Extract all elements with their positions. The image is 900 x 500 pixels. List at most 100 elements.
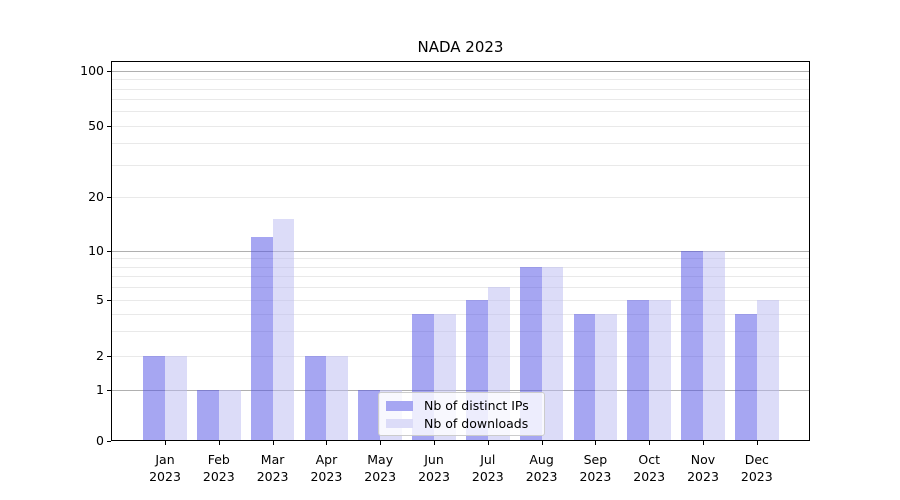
x-tick-year: 2023 <box>364 468 397 484</box>
bar-nov-downloads <box>703 250 725 441</box>
bar-feb-distinct-ips <box>197 390 219 441</box>
x-tick-month: Aug <box>529 452 554 467</box>
minor-gridline <box>111 79 810 81</box>
y-tick-mark <box>107 441 111 442</box>
x-tick-label: Mar 2023 <box>244 452 302 485</box>
x-tick-year: 2023 <box>687 468 719 484</box>
minor-gridline <box>111 300 810 301</box>
x-tick-month: Apr <box>315 452 338 467</box>
x-tick-year: 2023 <box>202 468 235 484</box>
bar-apr-distinct-ips <box>304 355 327 441</box>
legend-row: Nb of distinct IPs <box>379 397 544 414</box>
minor-gridline <box>111 99 810 100</box>
x-tick-mark <box>487 441 489 445</box>
bar-apr-downloads <box>326 355 349 441</box>
x-tick-year: 2023 <box>579 468 612 484</box>
y-tick-mark <box>107 71 111 72</box>
y-tick-mark <box>107 355 111 357</box>
x-tick-year: 2023 <box>525 468 558 484</box>
bar-mar-distinct-ips <box>250 236 273 441</box>
x-tick-mark <box>541 441 543 445</box>
x-tick-label: Jul 2023 <box>459 452 517 485</box>
y-tick-mark <box>107 300 111 301</box>
x-tick-month: Dec <box>744 452 769 467</box>
x-tick-month: Feb <box>207 452 230 467</box>
y-tick-mark <box>107 125 111 127</box>
major-gridline <box>111 71 810 72</box>
x-tick-month: Oct <box>638 452 660 467</box>
legend-label: Nb of distinct IPs <box>424 398 529 413</box>
x-tick-year: 2023 <box>418 468 450 484</box>
y-tick-label: 2 <box>96 347 104 363</box>
bar-jan-distinct-ips <box>143 355 165 441</box>
minor-gridline <box>111 276 810 278</box>
x-tick-month: Sep <box>583 452 608 467</box>
x-tick-month: Jan <box>155 452 175 467</box>
x-tick-year: 2023 <box>633 468 666 484</box>
x-tick-label: Nov 2023 <box>674 452 732 485</box>
minor-gridline <box>111 287 810 288</box>
x-tick-mark <box>380 441 382 445</box>
minor-gridline <box>111 330 810 332</box>
x-tick-mark <box>756 441 758 445</box>
x-tick-mark <box>703 441 704 445</box>
legend-swatch-icon <box>386 418 413 428</box>
y-tick-label: 10 <box>88 242 104 258</box>
x-tick-mark <box>326 441 328 445</box>
minor-gridline <box>111 266 810 268</box>
y-tick-mark <box>107 390 111 391</box>
chart-title: NADA 2023 <box>417 38 504 56</box>
minor-gridline <box>111 197 810 198</box>
major-gridline <box>111 390 810 391</box>
x-tick-label: Aug 2023 <box>513 452 571 485</box>
bar-sep-downloads <box>595 313 618 441</box>
legend-row: Nb of downloads <box>379 415 544 432</box>
minor-gridline <box>111 313 810 315</box>
y-tick-label: 5 <box>96 292 104 307</box>
x-tick-label: Dec 2023 <box>728 452 786 485</box>
bar-aug-downloads <box>541 266 564 441</box>
x-tick-month: May <box>367 452 394 467</box>
minor-gridline <box>111 111 810 113</box>
x-tick-label: Jan 2023 <box>136 452 194 485</box>
legend-swatch-icon <box>386 401 413 411</box>
x-tick-year: 2023 <box>310 468 343 484</box>
x-tick-label: Apr 2023 <box>297 452 355 485</box>
bar-sep-distinct-ips <box>573 313 596 441</box>
bar-feb-downloads <box>218 390 241 441</box>
x-tick-year: 2023 <box>149 468 181 484</box>
bar-dec-distinct-ips <box>735 313 757 441</box>
y-tick-label: 0 <box>96 433 104 448</box>
x-tick-mark <box>649 441 651 445</box>
x-tick-label: Sep 2023 <box>566 452 624 485</box>
x-tick-month: Jun <box>424 452 444 467</box>
x-tick-year: 2023 <box>471 468 504 484</box>
y-tick-label: 20 <box>88 189 104 204</box>
x-tick-month: Nov <box>690 452 716 467</box>
major-gridline <box>111 250 810 252</box>
minor-gridline <box>111 125 810 127</box>
legend: Nb of distinct IPs Nb of downloads <box>378 392 545 436</box>
bar-may-distinct-ips <box>358 390 381 441</box>
minor-gridline <box>111 355 810 357</box>
y-tick-mark <box>107 250 111 252</box>
x-tick-mark <box>218 441 220 445</box>
y-tick-label: 1 <box>96 382 104 397</box>
bar-jan-downloads <box>165 355 187 441</box>
x-tick-mark <box>165 441 166 445</box>
x-tick-year: 2023 <box>256 468 289 484</box>
x-tick-mark <box>272 441 274 445</box>
x-tick-month: Mar <box>260 452 285 467</box>
x-tick-label: May 2023 <box>351 452 409 485</box>
minor-gridline <box>111 258 810 260</box>
bar-oct-distinct-ips <box>627 300 650 441</box>
x-tick-mark <box>434 441 435 445</box>
minor-gridline <box>111 88 810 90</box>
y-tick-label: 100 <box>80 63 104 78</box>
minor-gridline <box>111 165 810 167</box>
bar-dec-downloads <box>756 300 779 441</box>
legend-label: Nb of downloads <box>424 415 529 431</box>
x-tick-label: Oct 2023 <box>620 452 678 485</box>
x-tick-month: Jul <box>480 452 496 467</box>
